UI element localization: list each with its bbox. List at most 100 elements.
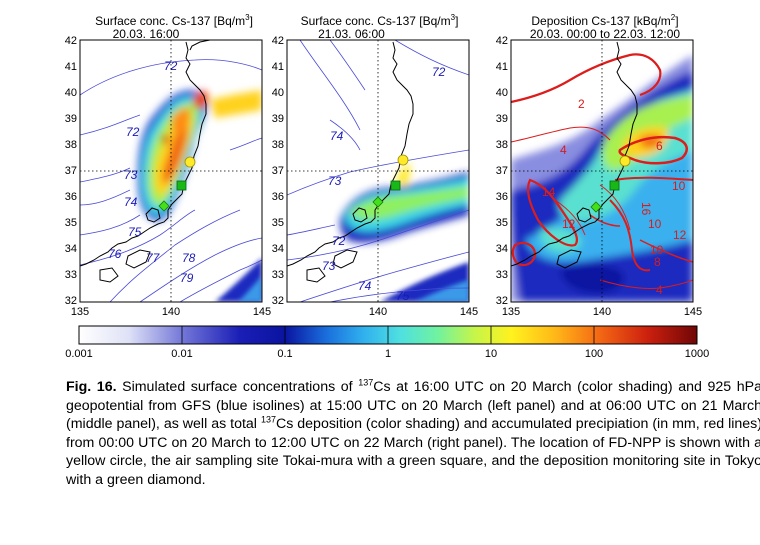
precip-label: 8	[654, 255, 661, 269]
lat-tick: 35	[65, 217, 77, 229]
tokai-marker	[609, 180, 620, 191]
figure-maps: 72 72 73 74 75 76 77 78 79	[65, 35, 702, 345]
lon-tick: 140	[162, 306, 180, 318]
precip-label: 12	[673, 228, 687, 242]
colorbar-label: 1000	[684, 348, 710, 360]
tokyo-marker	[372, 196, 384, 208]
isoline-label: 77	[146, 251, 161, 265]
lat-ticks-left: 42 41 40 39 38 37 36 35 34 33 32	[65, 35, 77, 307]
precip-label: 4	[656, 283, 663, 297]
plume-left	[137, 90, 262, 221]
lat-tick: 41	[272, 61, 284, 73]
panel-title-middle: Surface conc. Cs-137 [Bq/m3] 21.03. 06:0…	[300, 13, 459, 41]
lat-tick: 36	[496, 191, 508, 203]
isoline-label: 73	[328, 174, 342, 188]
isoline-label: 72	[164, 59, 178, 73]
lat-tick: 38	[65, 139, 77, 151]
isoline-label: 76	[108, 247, 122, 261]
lat-tick: 34	[496, 243, 508, 255]
lat-tick: 37	[496, 165, 508, 177]
colorbar-label: 0.001	[65, 348, 93, 360]
coastline-middle	[287, 41, 414, 283]
lat-tick: 35	[496, 217, 508, 229]
isoline-label: 73	[124, 168, 138, 182]
lat-tick: 42	[272, 35, 284, 47]
tokai-marker	[176, 180, 187, 191]
panel-subtitle-middle: 21.03. 06:00	[318, 27, 385, 41]
lat-tick: 42	[496, 35, 508, 47]
colorbar-label: 10	[484, 348, 498, 360]
lon-tick: 145	[253, 306, 271, 318]
map-panel-middle: 72 74 73 72 73 74 75	[286, 39, 470, 303]
isoline-label: 73	[322, 259, 336, 273]
precip-label: 10	[648, 217, 662, 231]
lat-tick: 41	[65, 61, 77, 73]
lat-tick: 39	[65, 113, 77, 125]
lat-tick: 38	[272, 139, 284, 151]
lat-tick: 35	[272, 217, 284, 229]
isolines-left	[80, 59, 262, 302]
precip-label: 10	[672, 179, 686, 193]
precip-label: 4	[560, 143, 567, 157]
isolines-middle	[287, 40, 469, 302]
lat-tick: 33	[272, 269, 284, 281]
lat-tick: 41	[496, 61, 508, 73]
isoline-label: 79	[180, 271, 194, 285]
coastline-left	[80, 40, 211, 283]
colorbar-label: 1	[384, 348, 392, 360]
lat-tick: 37	[65, 165, 77, 177]
lat-tick: 40	[496, 87, 508, 99]
panel-subtitle-left: 20.03. 16:00	[112, 27, 180, 41]
plume-middle	[340, 162, 469, 243]
tokai-marker	[390, 180, 401, 191]
isoline-label: 72	[432, 65, 446, 79]
fdnpp-marker	[184, 156, 196, 168]
lat-tick: 32	[496, 295, 508, 307]
isoline-label: 74	[124, 195, 138, 209]
lon-tick: 145	[684, 306, 702, 318]
map-panel-left: 72 72 73 74 75 76 77 78 79	[79, 39, 263, 303]
lat-tick: 36	[65, 191, 77, 203]
figure-number: Fig. 16.	[66, 379, 117, 395]
panel-subtitle-right: 20.03. 00:00 to 22.03. 12:00	[529, 27, 681, 41]
figure-caption: Fig. 16. Simulated surface concentration…	[66, 377, 760, 488]
fdnpp-marker	[397, 154, 409, 166]
panel-title-right: Deposition Cs-137 [kBq/m2] 20.03. 00:00 …	[529, 13, 681, 41]
precip-lines-right	[511, 53, 693, 289]
lat-tick: 34	[272, 243, 284, 255]
lat-ticks-right: 42 41 40 39 38 37 36 35 34 33 32	[496, 35, 508, 307]
panel-title-left: Surface conc. Cs-137 [Bq/m3] 20.03. 16:0…	[95, 13, 253, 41]
map-panel-right: 2 4 6 10 14 12 16 12 10 8 4 10	[510, 39, 694, 303]
lat-tick: 33	[496, 269, 508, 281]
lat-tick: 38	[496, 139, 508, 151]
colorbar-label: 0.01	[171, 348, 193, 360]
precip-label: 12	[562, 217, 576, 231]
isoline-label: 74	[330, 129, 344, 143]
precip-label: 10	[650, 243, 664, 257]
lat-tick: 36	[272, 191, 284, 203]
lon-tick: 135	[71, 306, 89, 318]
lon-tick: 145	[460, 306, 478, 318]
isoline-label: 74	[358, 279, 372, 293]
lon-ticks: 135 140 145 140 145 135 140 145	[71, 306, 702, 318]
colorbar-label: 0.1	[277, 348, 293, 360]
isoline-label: 75	[396, 289, 410, 303]
lat-ticks-middle: 42 41 40 39 38 37 36 35 34 33 32	[272, 35, 284, 307]
precip-label: 14	[542, 185, 556, 199]
tokyo-marker	[158, 200, 170, 212]
lat-tick: 32	[65, 295, 77, 307]
precip-label: 2	[578, 97, 585, 111]
isoline-label: 78	[182, 251, 196, 265]
axis-labels: 42 41 40 39 38 37 36 35 34 33 32 42 41 4…	[65, 35, 702, 318]
lat-tick: 40	[65, 87, 77, 99]
fdnpp-marker	[619, 155, 631, 167]
lat-tick: 33	[65, 269, 77, 281]
lat-tick: 42	[65, 35, 77, 47]
lat-tick: 37	[272, 165, 284, 177]
lon-tick: 140	[593, 306, 611, 318]
precip-label: 16	[639, 202, 653, 216]
lat-tick: 32	[272, 295, 284, 307]
coastline-right	[511, 41, 638, 269]
lat-tick: 34	[65, 243, 77, 255]
isoline-label: 75	[128, 225, 142, 239]
